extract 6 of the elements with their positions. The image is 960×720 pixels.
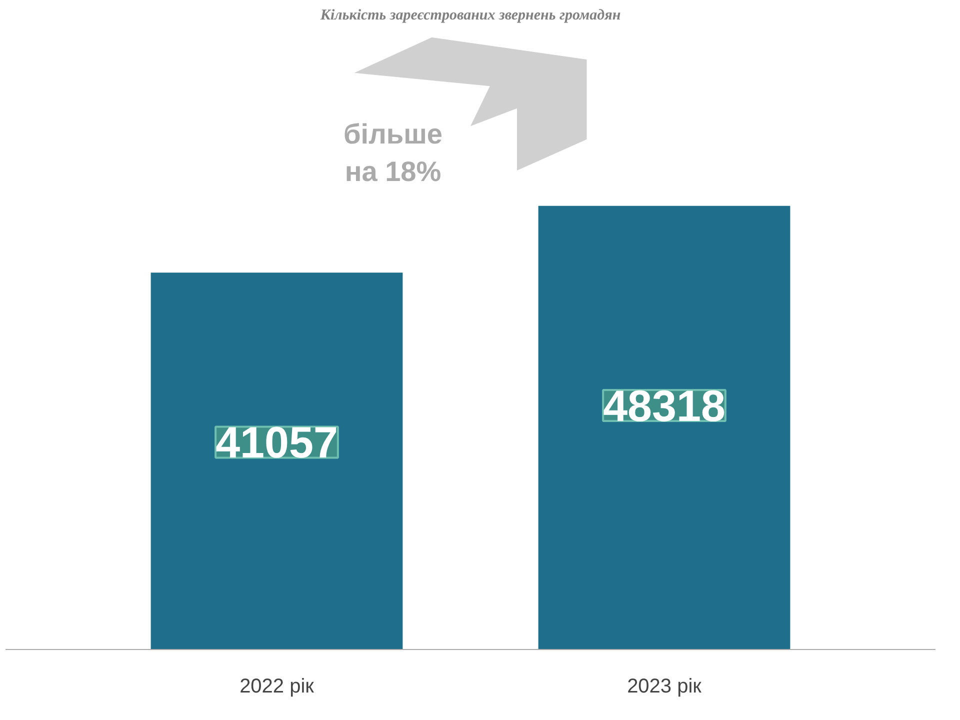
data-label: 41057 [216, 418, 338, 468]
chart-title: Кількість зареєстрованих звернень громадян [319, 8, 621, 24]
x-tick-label: 2023 рік [627, 676, 702, 698]
data-label: 48318 [603, 382, 726, 432]
text: більше на 18% [344, 118, 442, 187]
x-tick-label: 2022 рік [240, 676, 314, 698]
